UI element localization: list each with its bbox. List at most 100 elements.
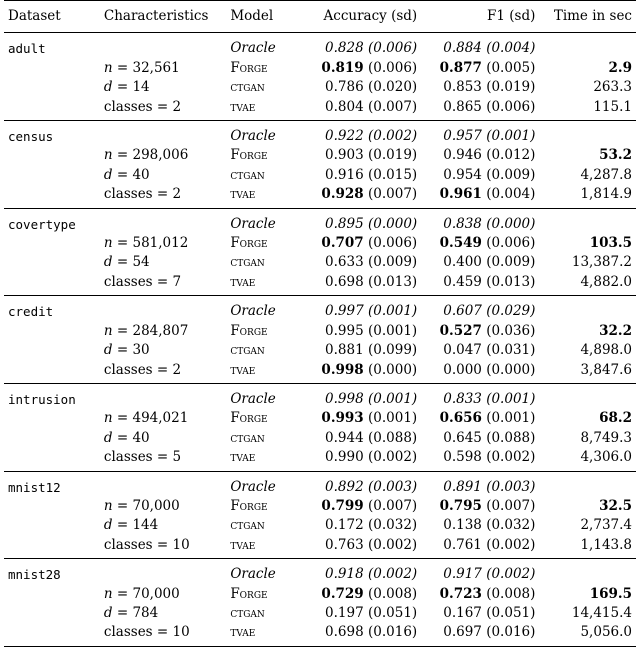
characteristics-cell: d = 144 [103, 517, 159, 534]
dataset-cell [4, 322, 100, 341]
accuracy-cell: 0.995 (0.001) [299, 322, 421, 341]
f1-cell: 0.761 (0.002) [421, 535, 540, 560]
characteristics-cell [100, 33, 226, 59]
header-time: Time in sec [553, 8, 632, 24]
dataset-cell [4, 59, 100, 78]
table-row: classes = 2 tvae 0.998 (0.000) 0.000 (0.000… [4, 360, 636, 384]
f1-sd: (0.088) [486, 429, 536, 446]
dataset-cell: intrusion [8, 391, 76, 407]
f1-cell: 0.400 (0.009) [421, 253, 539, 272]
table-row: d = 54 ctgan 0.633 (0.009) 0.400 (0.009) 13,… [4, 253, 636, 272]
time-cell: 2,737.4 [580, 517, 632, 534]
header-model: Model [230, 8, 274, 24]
f1-sd: (0.051) [486, 604, 536, 621]
f1-cell: 0.645 (0.088) [421, 429, 539, 448]
model-cell: tvae [226, 185, 299, 209]
accuracy-value: 0.698 [325, 273, 364, 290]
accuracy-sd: (0.006) [368, 59, 418, 76]
table-row: classes = 2 tvae 0.928 (0.007) 0.961 (0.004… [4, 185, 636, 209]
header-characteristics: Characteristics [103, 8, 209, 24]
table-row: classes = 5 tvae 0.990 (0.002) 0.598 (0.002… [4, 448, 636, 472]
f1-value: 0.400 [443, 254, 482, 271]
table-row: n = 494,021 Forge 0.993 (0.001) 0.656 (0.00… [4, 409, 636, 428]
accuracy-value: 0.892 [325, 478, 364, 495]
accuracy-value: 0.197 [325, 604, 364, 621]
f1-value: 0.795 [439, 497, 482, 514]
accuracy-cell: 0.903 (0.019) [299, 146, 421, 165]
accuracy-sd: (0.002) [368, 128, 418, 145]
f1-cell: 0.795 (0.007) [421, 497, 539, 516]
accuracy-value: 0.922 [325, 128, 364, 145]
accuracy-sd: (0.002) [368, 449, 418, 466]
accuracy-value: 0.918 [325, 566, 364, 583]
f1-value: 0.954 [443, 166, 482, 183]
f1-sd: (0.004) [486, 40, 536, 57]
model-cell: ctgan [230, 79, 265, 96]
accuracy-value: 0.763 [325, 536, 364, 553]
f1-value: 0.697 [443, 624, 482, 641]
table-row: mnist12 Oracle 0.892 (0.003) 0.891 (0.003) [4, 471, 636, 497]
characteristics-cell: classes = 10 [99, 535, 227, 560]
f1-value: 0.865 [443, 98, 482, 115]
accuracy-value: 0.916 [325, 166, 364, 183]
table-row: d = 30 ctgan 0.881 (0.099) 0.047 (0.031) 4,8… [4, 341, 636, 360]
accuracy-cell: 0.799 (0.007) [299, 497, 421, 516]
dataset-cell [4, 516, 100, 535]
time-cell [539, 33, 636, 59]
characteristics-cell: d = 54 [103, 254, 150, 271]
time-cell: 1,814.9 [539, 185, 636, 209]
accuracy-sd: (0.099) [368, 342, 418, 359]
table-row: classes = 10 tvae 0.763 (0.002) 0.761 (0.00… [4, 535, 636, 560]
characteristics-cell: n = 32,561 [103, 59, 180, 76]
time-cell: 169.5 [589, 585, 632, 602]
accuracy-value: 0.990 [325, 449, 364, 466]
time-cell [539, 559, 636, 585]
characteristics-cell: classes = 5 [99, 448, 227, 472]
dataset-cell [4, 535, 100, 560]
table-row: classes = 7 tvae 0.698 (0.013) 0.459 (0.013… [4, 272, 636, 297]
accuracy-sd: (0.001) [368, 303, 418, 320]
dataset-cell [4, 272, 100, 297]
accuracy-cell: 0.633 (0.009) [299, 253, 421, 272]
table-row: intrusion Oracle 0.998 (0.001) 0.833 (0.001… [4, 383, 636, 409]
f1-sd: (0.016) [486, 624, 536, 641]
accuracy-cell: 0.698 (0.016) [298, 623, 422, 647]
dataset-cell [4, 185, 100, 209]
dataset-cell [4, 360, 100, 384]
characteristics-cell: d = 14 [103, 79, 150, 96]
model-cell: tvae [226, 360, 299, 384]
accuracy-cell: 0.729 (0.008) [299, 585, 421, 604]
accuracy-sd: (0.051) [368, 604, 418, 621]
model-cell: ctgan [230, 429, 265, 446]
dataset-cell [4, 604, 100, 623]
model-cell: ctgan [230, 254, 265, 271]
dataset-cell: credit [8, 304, 54, 320]
f1-value: 0.891 [443, 478, 482, 495]
f1-sd: (0.006) [486, 235, 536, 252]
model-cell: Oracle [230, 40, 276, 57]
f1-sd: (0.009) [486, 166, 536, 183]
dataset-cell: mnist12 [8, 479, 61, 495]
f1-value: 0.833 [443, 390, 482, 407]
model-cell: Forge [230, 59, 268, 76]
accuracy-sd: (0.001) [368, 410, 418, 427]
f1-sd: (0.001) [486, 128, 536, 145]
model-cell: Oracle [230, 566, 276, 583]
table-row: classes = 10 tvae 0.698 (0.016) 0.697 (0.01… [4, 623, 636, 647]
characteristics-cell: classes = 2 [99, 360, 227, 384]
model-cell: tvae [226, 272, 299, 297]
time-cell: 2.9 [608, 59, 633, 76]
f1-sd: (0.002) [486, 449, 536, 466]
table-body: adult Oracle 0.828 (0.006) 0.884 (0.004) n =… [4, 33, 636, 647]
f1-value: 0.549 [439, 235, 482, 252]
table-row: d = 784 ctgan 0.197 (0.051) 0.167 (0.051) 14… [4, 604, 636, 623]
f1-sd: (0.031) [486, 342, 536, 359]
accuracy-cell: 0.916 (0.015) [299, 166, 421, 185]
characteristics-cell: n = 70,000 [103, 497, 180, 514]
f1-cell: 0.884 (0.004) [421, 33, 539, 59]
time-cell: 4,306.0 [539, 448, 636, 472]
time-cell: 1,143.8 [539, 535, 636, 560]
f1-cell: 0.723 (0.008) [421, 585, 539, 604]
f1-sd: (0.002) [486, 566, 536, 583]
